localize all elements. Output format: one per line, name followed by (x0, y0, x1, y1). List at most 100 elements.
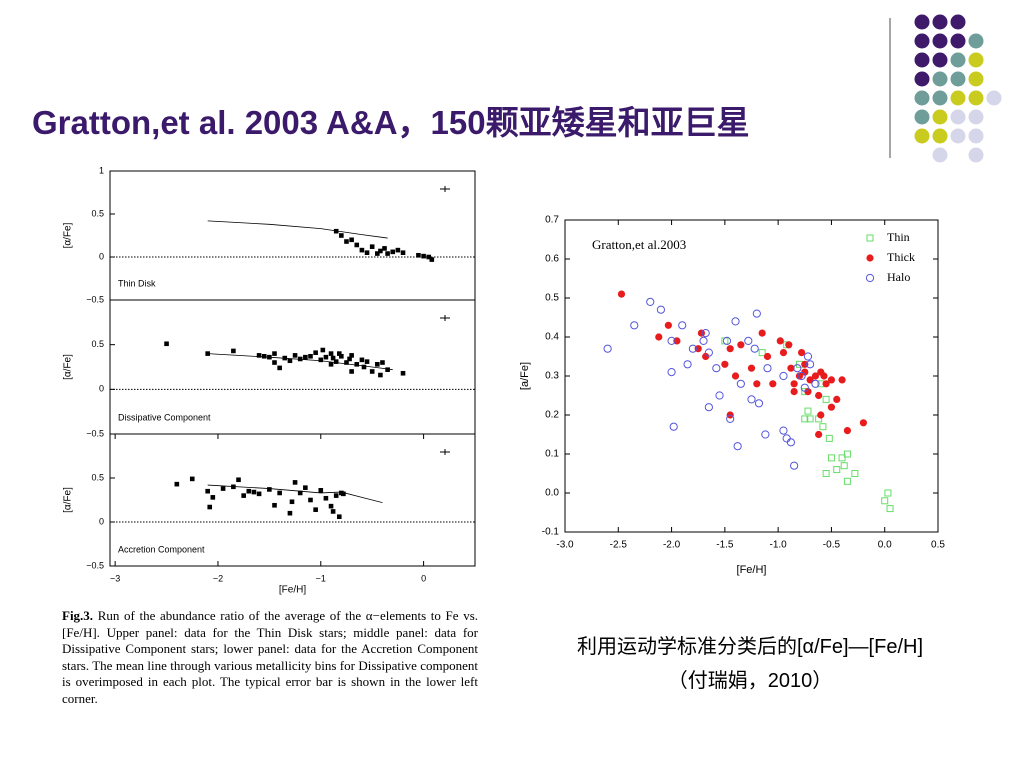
point (174, 481, 180, 487)
point (758, 349, 766, 357)
point (256, 353, 262, 358)
decor-dots (914, 14, 1002, 163)
chart-caption: 利用运动学标准分类后的[α/Fe]—[Fe/H] （付瑞娟，2010） (576, 636, 924, 692)
decor-dot (914, 52, 930, 68)
point (763, 364, 772, 373)
point (421, 253, 426, 259)
point (246, 488, 252, 494)
point (804, 407, 812, 415)
point (664, 321, 672, 329)
point (207, 504, 213, 510)
point (231, 348, 236, 354)
point (189, 476, 195, 482)
point (272, 351, 277, 356)
point (843, 427, 852, 435)
point (272, 502, 277, 508)
figure-caption: Fig.3. Run of the abundance ratio of the… (62, 608, 478, 707)
point (704, 403, 713, 412)
point (736, 379, 745, 388)
x-tick-label: −1 (316, 573, 326, 583)
point (884, 489, 892, 497)
decor-dot (914, 109, 930, 125)
legend-marker (865, 273, 875, 283)
point (779, 371, 788, 381)
plot-frame (109, 433, 476, 567)
point (333, 493, 339, 498)
point (400, 370, 406, 376)
point (369, 244, 375, 249)
point (344, 239, 349, 244)
point (349, 369, 354, 374)
y-tick-label: 0 (99, 384, 104, 394)
point (308, 497, 313, 503)
point (801, 368, 809, 376)
point (231, 484, 236, 490)
point (303, 485, 308, 490)
point (364, 250, 370, 255)
decor-dot (950, 71, 966, 87)
decor-dot (914, 71, 930, 87)
x-tick-label: -2.0 (663, 540, 681, 551)
legend-marker (866, 254, 874, 262)
point (702, 352, 710, 361)
plot-frame (109, 170, 476, 301)
point (797, 349, 806, 357)
slide-title: Gratton,et al. 2003 A&A，150颗亚矮星和亚巨星 (32, 104, 750, 141)
point (330, 509, 336, 514)
y-tick-label: 0.1 (545, 449, 559, 460)
point (731, 317, 740, 326)
point (825, 434, 833, 442)
point (336, 351, 342, 356)
point (721, 337, 729, 345)
point (726, 414, 735, 423)
point (328, 503, 334, 509)
decor-dot (950, 52, 966, 68)
decor-dot (932, 90, 948, 106)
y-tick-label: 0.2 (545, 410, 559, 421)
y-tick-label: 0 (99, 251, 104, 261)
point (806, 360, 815, 369)
y-tick-label: −0.5 (86, 294, 104, 304)
point (750, 344, 759, 353)
point (347, 356, 352, 362)
point (697, 329, 706, 337)
point (429, 257, 435, 262)
decor-dot (968, 33, 984, 49)
decor-dot (914, 128, 930, 144)
point (313, 350, 318, 356)
decor-dot (986, 90, 1002, 106)
y-tick-label: 0.4 (545, 332, 559, 343)
point (815, 391, 823, 400)
point (241, 493, 246, 498)
plot-frame (564, 219, 939, 533)
point (303, 354, 308, 360)
point (320, 347, 326, 353)
point (782, 434, 791, 443)
point (859, 419, 868, 427)
point (776, 337, 784, 345)
point (733, 442, 742, 451)
point (815, 430, 823, 439)
error-bar (440, 186, 450, 192)
point (349, 237, 354, 243)
error-bar (440, 315, 450, 321)
point (851, 470, 859, 477)
point (287, 358, 293, 364)
point (800, 383, 809, 392)
point (297, 356, 303, 362)
point (205, 351, 210, 356)
point (886, 505, 894, 513)
point (754, 399, 764, 408)
point (359, 247, 365, 253)
caption-text: Run of the abundance ratio of the averag… (62, 608, 479, 706)
point (803, 352, 813, 361)
y-tick-label: 0.7 (545, 215, 559, 226)
y-tick-label: −0.5 (86, 560, 104, 570)
point (205, 488, 210, 494)
point (822, 380, 830, 388)
point (336, 514, 342, 520)
point (277, 365, 282, 371)
point (667, 368, 676, 377)
point (646, 297, 655, 306)
point (843, 477, 851, 485)
